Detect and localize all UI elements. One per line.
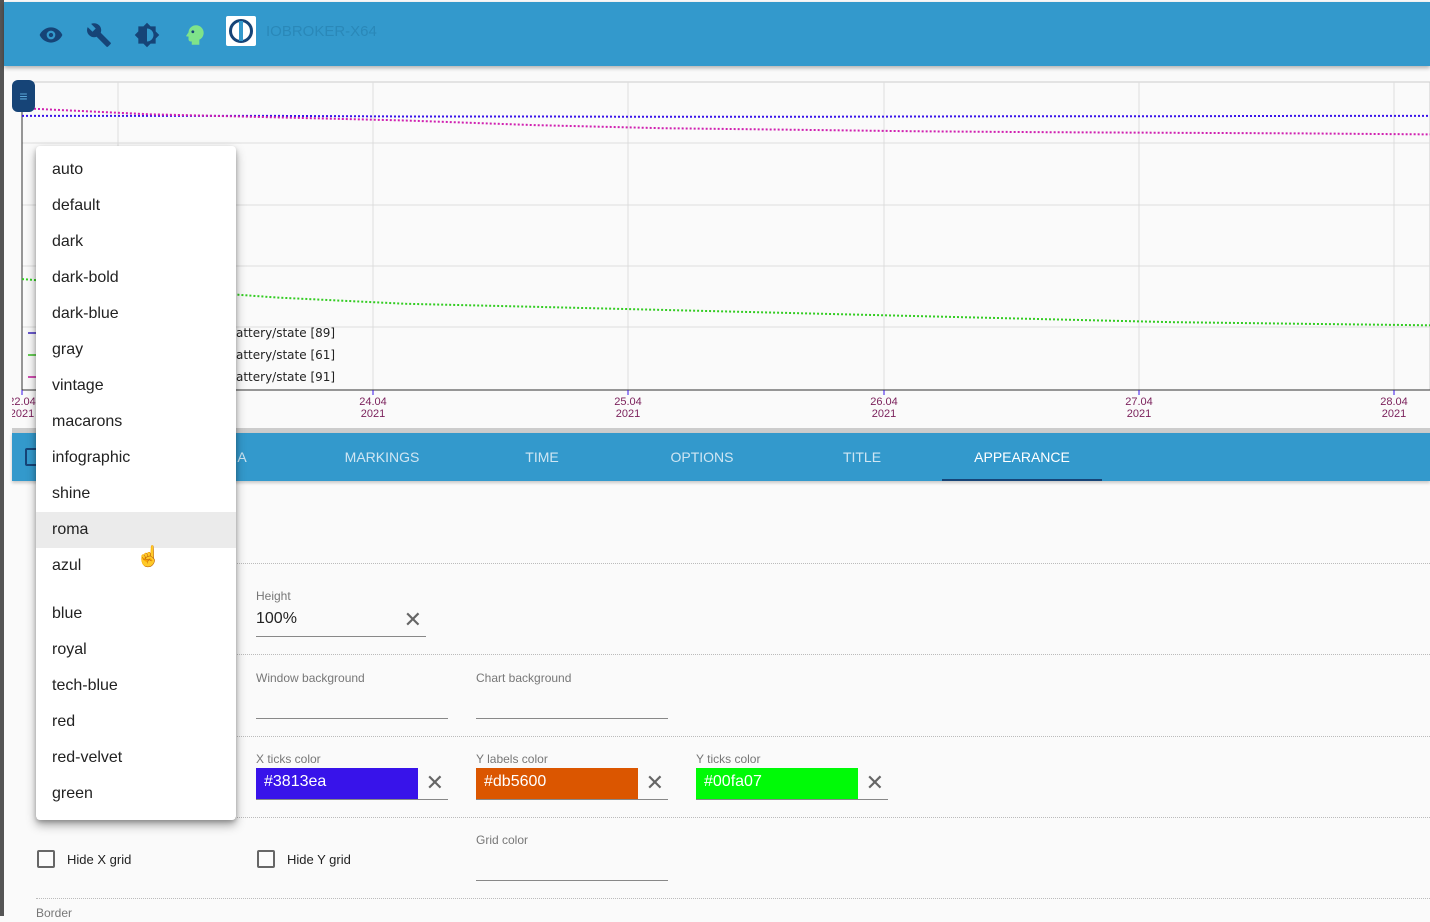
dropdown-option-blue[interactable]: blue	[52, 605, 83, 622]
legend-label: attery/state [91]	[236, 370, 335, 384]
x-tick-label-year: 2021	[361, 408, 385, 420]
clear-icon[interactable]: ✕	[425, 770, 444, 795]
y-ticks-color-input[interactable]: #00fa07 ✕	[696, 768, 888, 800]
y-ticks-color-value: #00fa07	[696, 768, 858, 799]
grid-color-input[interactable]	[476, 849, 668, 881]
border-field: Border	[36, 906, 72, 922]
tab-title[interactable]: TITLE	[842, 449, 882, 465]
y-labels-color-value: #db5600	[476, 768, 638, 799]
clear-icon[interactable]: ✕	[865, 770, 884, 795]
dropdown-option-dark-bold[interactable]: dark-bold	[52, 269, 119, 286]
divider	[36, 563, 1430, 564]
legend-label: attery/state [89]	[236, 326, 335, 340]
tab-time[interactable]: TIME	[525, 449, 559, 465]
x-tick-label-date: 22.04	[12, 396, 36, 408]
tab-appearance[interactable]: APPEARANCE	[942, 433, 1102, 481]
window-background-input[interactable]	[256, 687, 448, 719]
hand-cursor-icon: ☝	[136, 546, 161, 568]
dropdown-option-green[interactable]: green	[52, 785, 93, 802]
y-labels-color-label: Y labels color	[476, 752, 548, 766]
clear-icon[interactable]: ✕	[403, 607, 422, 632]
dropdown-option-roma[interactable]: roma	[36, 512, 236, 548]
dropdown-option-auto[interactable]: auto	[52, 161, 84, 178]
chart-background-field: Chart background	[476, 671, 668, 719]
x-tick-label-year: 2021	[1382, 408, 1406, 420]
x-tick-label-date: 26.04	[870, 396, 898, 408]
dropdown-option-azul[interactable]: azul	[52, 557, 82, 574]
grid-color-field: Grid color	[476, 833, 668, 881]
hide-y-grid-label: Hide Y grid	[287, 851, 351, 867]
dropdown-option-gray[interactable]: gray	[52, 341, 84, 358]
chart-background-input[interactable]	[476, 687, 668, 719]
clear-icon[interactable]: ✕	[645, 770, 664, 795]
dropdown-option-macarons[interactable]: macarons	[52, 413, 123, 430]
x-tick-label-date: 27.04	[1125, 396, 1153, 408]
y-ticks-color-label: Y ticks color	[696, 752, 761, 766]
x-tick-label-year: 2021	[616, 408, 640, 420]
tab-markings[interactable]: MARKINGS	[344, 449, 420, 465]
window-background-field: Window background	[256, 671, 448, 719]
series-line-blue	[22, 114, 1430, 118]
checkbox-box[interactable]	[37, 850, 55, 868]
wrench-icon[interactable]	[86, 22, 112, 48]
tab-options[interactable]: OPTIONS	[670, 449, 734, 465]
dropdown-option-default[interactable]: default	[52, 197, 101, 214]
chart-menu-button[interactable]: ≡	[12, 80, 35, 112]
hide-y-grid-checkbox[interactable]: Hide Y grid	[257, 850, 351, 868]
brightness-icon[interactable]	[134, 22, 160, 48]
iobroker-logo	[226, 16, 256, 46]
divider	[36, 817, 1430, 818]
host-name: IOBROKER-X64	[266, 23, 377, 40]
resize-handle[interactable]	[12, 428, 1430, 433]
top-toolbar: IOBROKER-X64	[4, 2, 1430, 66]
window-background-label: Window background	[256, 671, 365, 685]
checkbox-box[interactable]	[257, 850, 275, 868]
head-icon[interactable]	[182, 22, 208, 48]
tab-bar: A MARKINGS TIME OPTIONS TITLE APPEARANCE	[12, 433, 1430, 481]
x-ticks-color-field: X ticks color #3813ea ✕	[256, 752, 448, 800]
dropdown-option-shine[interactable]: shine	[52, 485, 91, 502]
x-tick-label-date: 28.04	[1380, 396, 1408, 408]
dropdown-option-vintage[interactable]: vintage	[52, 377, 104, 394]
height-label: Height	[256, 589, 291, 603]
divider	[36, 654, 1430, 655]
height-value: 100%	[256, 610, 297, 627]
grid-color-label: Grid color	[476, 833, 529, 847]
chart-area: 22.04202124.04202125.04202126.04202127.0…	[8, 80, 1430, 430]
border-label: Border	[36, 906, 73, 920]
dropdown-option-dark[interactable]: dark	[52, 233, 84, 250]
divider	[36, 898, 1430, 899]
x-tick-label-date: 24.04	[359, 396, 387, 408]
x-tick-label-year: 2021	[1127, 408, 1151, 420]
x-tick-label-year: 2021	[12, 408, 34, 420]
dropdown-option-royal[interactable]: royal	[52, 641, 87, 658]
chart-svg: 22.04202124.04202125.04202126.04202127.0…	[8, 81, 1430, 420]
x-ticks-color-label: X ticks color	[256, 752, 321, 766]
height-field: Height 100% ✕	[256, 589, 426, 637]
series-line-green	[21, 278, 1430, 327]
divider	[36, 736, 1430, 737]
x-ticks-color-input[interactable]: #3813ea ✕	[256, 768, 448, 800]
x-tick-label-year: 2021	[872, 408, 896, 420]
chart-background-label: Chart background	[476, 671, 572, 685]
dropdown-option-dark-blue[interactable]: dark-blue	[52, 305, 119, 322]
dropdown-option-infographic[interactable]: infographic	[52, 449, 131, 466]
series-line-magenta	[21, 107, 1430, 136]
dropdown-option-tech-blue[interactable]: tech-blue	[52, 677, 118, 694]
dropdown-option-red[interactable]: red	[52, 713, 76, 730]
y-labels-color-field: Y labels color #db5600 ✕	[476, 752, 668, 800]
y-labels-color-input[interactable]: #db5600 ✕	[476, 768, 668, 800]
x-ticks-color-value: #3813ea	[256, 768, 418, 799]
hide-x-grid-label: Hide X grid	[67, 851, 132, 867]
legend-label: attery/state [61]	[236, 348, 335, 362]
height-input[interactable]: 100% ✕	[256, 605, 426, 637]
y-ticks-color-field: Y ticks color #00fa07 ✕	[696, 752, 888, 800]
hide-x-grid-checkbox[interactable]: Hide X grid	[37, 850, 131, 868]
eye-icon[interactable]	[38, 22, 64, 48]
theme-dropdown-menu: auto default dark dark-bold dark-blue gray vin…	[36, 146, 236, 820]
dropdown-option-red-velvet[interactable]: red-velvet	[52, 749, 123, 766]
tab-data[interactable]: A	[237, 449, 247, 465]
x-tick-label-date: 25.04	[614, 396, 642, 408]
window-edge	[0, 0, 4, 916]
